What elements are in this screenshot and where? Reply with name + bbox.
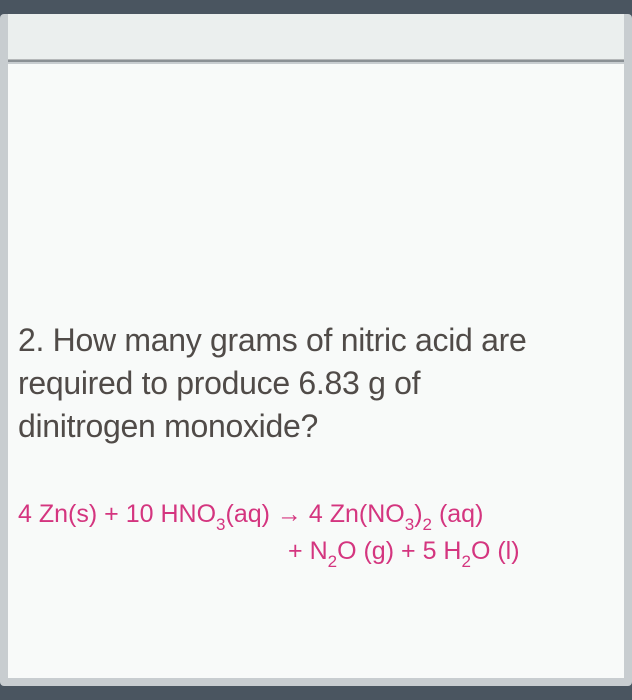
reactant2-coef: 10 [126, 500, 154, 528]
reactant1-coef: 4 [18, 500, 32, 528]
reactant1-formula: Zn(s) [39, 500, 97, 528]
question-line-1: 2. How many grams of nitric acid are [18, 319, 614, 362]
product2-base: N [310, 537, 328, 565]
product3-rest: O (l) [471, 537, 520, 565]
question-line-3: dinitrogen monoxide? [18, 405, 614, 448]
plus-1: + [104, 500, 119, 528]
product1-sub1: 3 [405, 515, 414, 534]
equation-line-2: + N2O (g) + 5 H2O (l) [18, 534, 614, 572]
reactant2-sub: 3 [216, 515, 225, 534]
chemical-equation: 4 Zn(s) + 10 HNO3(aq) → 4 Zn(NO3)2 (aq) [18, 497, 614, 573]
product1-sub2: 2 [423, 515, 432, 534]
screen-frame: 2. How many grams of nitric acid are req… [0, 14, 632, 686]
reactant2-state: (aq) [226, 500, 270, 528]
product1-base: Zn(NO [330, 500, 405, 528]
product2-rest: O (g) [337, 537, 394, 565]
product2-sub: 2 [328, 552, 337, 571]
product1-mid: ) [414, 500, 422, 528]
plus-2: + [288, 537, 303, 565]
reaction-arrow: → [277, 500, 302, 528]
product3-coef: 5 [423, 537, 437, 565]
product3-base: H [443, 537, 461, 565]
product3-sub: 2 [461, 552, 470, 571]
equation-line-1: 4 Zn(s) + 10 HNO3(aq) → 4 Zn(NO3)2 (aq) [18, 497, 614, 535]
top-bar [8, 14, 624, 60]
product1-state: (aq) [439, 500, 483, 528]
reactant2-base: HNO [160, 500, 216, 528]
question-line-2: required to produce 6.83 g of [18, 362, 614, 405]
plus-3: + [401, 537, 416, 565]
content-area: 2. How many grams of nitric acid are req… [8, 64, 624, 678]
product1-coef: 4 [309, 500, 323, 528]
question-text: 2. How many grams of nitric acid are req… [18, 319, 614, 449]
top-bar-divider [8, 60, 624, 62]
